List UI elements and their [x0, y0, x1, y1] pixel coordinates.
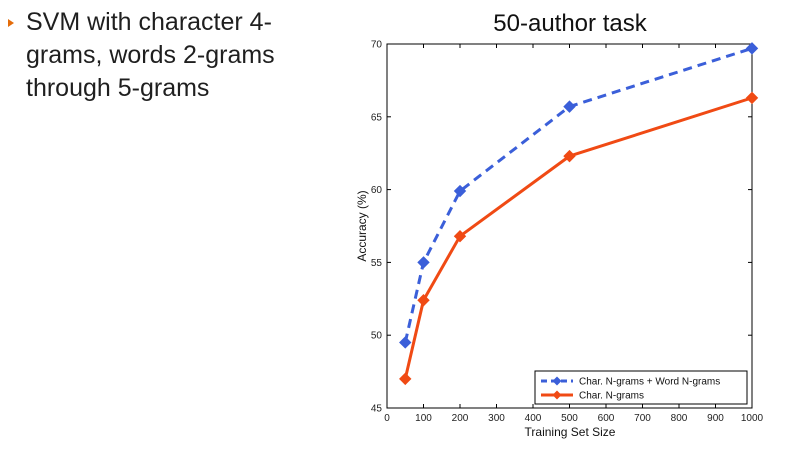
x-tick-label: 900: [707, 413, 724, 424]
legend-marker-char-ngrams: [552, 390, 562, 400]
x-tick-label: 0: [384, 413, 390, 424]
x-tick-label: 300: [488, 413, 505, 424]
y-tick-label: 55: [371, 258, 383, 269]
legend-box: [534, 370, 748, 405]
x-tick-label: 200: [452, 413, 469, 424]
data-point-char-ngrams: [399, 372, 412, 386]
legend-marker-char-word-ngrams: [552, 376, 562, 386]
x-tick-label: 400: [525, 413, 542, 424]
chart-title: 50-author task: [493, 10, 647, 37]
data-point-char-word-ngrams: [563, 100, 576, 113]
legend: Char. N-grams + Word N-grams Char. N-gram…: [534, 370, 748, 405]
bullet-marker-icon: [8, 19, 14, 27]
series-char-word-ngrams: [399, 42, 759, 349]
series-char-ngrams: [399, 91, 759, 386]
y-tick-label: 45: [371, 404, 383, 415]
data-point-char-word-ngrams: [453, 184, 467, 198]
series-layer: [399, 42, 759, 386]
x-tick-label: 500: [561, 413, 578, 424]
y-tick-label: 50: [371, 331, 383, 342]
data-point-char-ngrams: [563, 149, 576, 163]
y-tick-label: 70: [371, 40, 383, 51]
axes: 0 100 200 300 400 500 600 700 800 900 1000 45 50 55 60…: [371, 40, 764, 425]
series-line-char-word-ngrams: [403, 46, 753, 343]
legend-label-char-word-ngrams: Char. N-grams + Word N-grams: [579, 377, 720, 388]
y-tick-label: 65: [371, 112, 383, 123]
bullet-text: SVM with character 4- grams, words 2-gra…: [26, 8, 275, 102]
x-tick-label: 600: [598, 413, 615, 424]
x-tick-label: 700: [634, 413, 651, 424]
y-tick-label: 60: [371, 185, 383, 196]
x-tick-label: 800: [671, 413, 688, 424]
slide-bullet: SVM with character 4- grams, words 2-gra…: [8, 6, 328, 105]
data-point-char-ngrams: [417, 294, 430, 307]
data-point-char-word-ngrams: [399, 336, 412, 349]
data-point-char-word-ngrams: [745, 42, 759, 55]
y-axis-title: Accuracy (%): [355, 190, 369, 261]
x-axis-title: Training Set Size: [525, 425, 616, 439]
x-tick-label: 100: [415, 413, 432, 424]
x-tick-label: 1000: [741, 413, 764, 424]
data-point-char-word-ngrams: [417, 256, 430, 269]
data-point-char-ngrams: [745, 91, 759, 105]
data-point-char-ngrams: [453, 229, 467, 243]
legend-label-char-ngrams: Char. N-grams: [579, 391, 644, 402]
